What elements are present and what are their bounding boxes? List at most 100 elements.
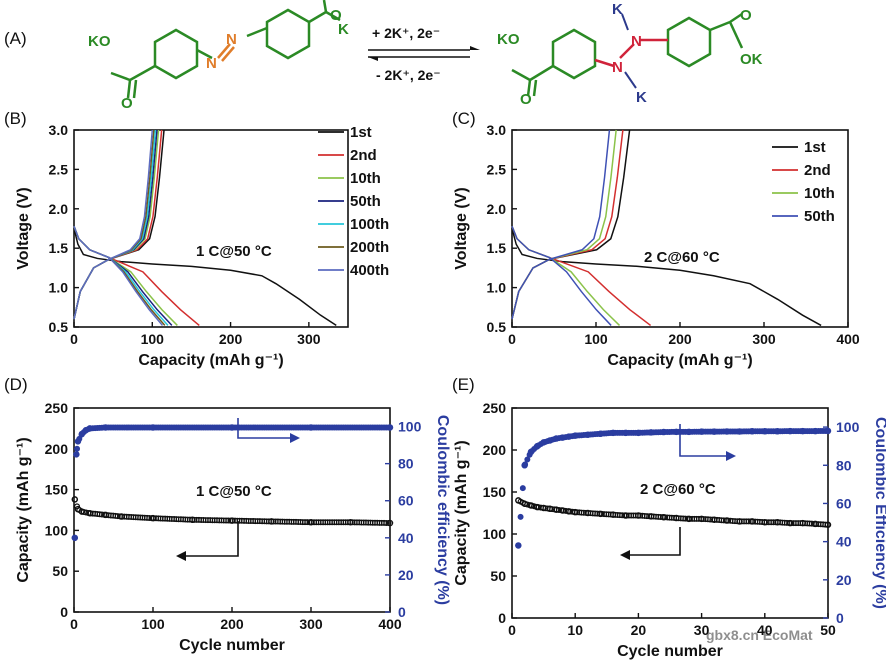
y-tick-label-d: 50 [52, 563, 68, 579]
y-tick-label-e: 50 [490, 568, 506, 584]
legend-label-c: 2nd [804, 162, 831, 179]
chart-b: 0 100 200 300 0.5 1.0 1.5 2.0 2.5 3.0 Capacity (mA… [15, 122, 389, 369]
left-bond-4 [132, 79, 138, 99]
x-tick-label-c: 0 [508, 331, 516, 347]
legend-label-c: 50th [804, 208, 835, 225]
left-molecule [110, 0, 341, 99]
hydrazo-n-2: N [631, 33, 642, 50]
legend-label-b: 1st [350, 124, 372, 141]
x-axis-title-c: Capacity (mAh g⁻¹) [607, 352, 752, 369]
discharge-curve-b [73, 225, 164, 326]
y-tick-label-b: 2.5 [49, 161, 69, 177]
annotation-e: 2 C@60 °C [640, 481, 716, 498]
x-tick-label-c: 300 [752, 331, 776, 347]
y-tick-label-e: 100 [483, 526, 507, 542]
x-tick-label-e: 20 [631, 622, 647, 638]
k-bonds [621, 13, 637, 89]
y-tick-label-b: 1.0 [49, 280, 69, 296]
y-tick-label-c: 0.5 [487, 319, 507, 335]
plot-frame-d [73, 407, 391, 613]
y-tick-label-d: 0 [60, 604, 68, 620]
efficiency-arrowhead-d [290, 433, 300, 443]
x-tick-label-b: 300 [297, 331, 321, 347]
efficiency-marker-d [71, 534, 78, 541]
x-tick-label-c: 100 [584, 331, 608, 347]
discharge-curve-c [511, 228, 822, 327]
y2-tick-label-d: 20 [398, 567, 414, 583]
right-bond-3 [526, 79, 532, 97]
left-o-top-label: O [330, 7, 342, 24]
right-ring-1 [551, 28, 597, 80]
right-bond-7 [729, 12, 743, 24]
x-tick-label-e: 50 [820, 622, 836, 638]
x-axis-title-b: Capacity (mAh g⁻¹) [138, 352, 283, 369]
efficiency-marker-e [524, 456, 531, 463]
panel-a: (A) KO O N N K O + 2K⁺, 2e⁻ [4, 0, 763, 112]
legend-label-c: 1st [804, 139, 826, 156]
left-bond-9 [322, 0, 328, 13]
left-bond-3 [126, 79, 132, 99]
y-tick-label-c: 2.0 [487, 201, 507, 217]
discharge-curve-c [511, 225, 652, 327]
x-axis-title-d: Cycle number [179, 637, 285, 654]
y-tick-label-d: 250 [45, 400, 69, 416]
x-tick-label-c: 400 [836, 331, 860, 347]
left-bond-1 [129, 64, 156, 82]
y2-tick-label-d: 60 [398, 493, 414, 509]
forward-arrowhead [470, 46, 480, 50]
efficiency-marker-d [74, 445, 81, 452]
legend-label-b: 50th [350, 193, 381, 210]
y-tick-label-d: 150 [45, 482, 69, 498]
x-tick-label-c: 200 [668, 331, 692, 347]
y-tick-label-d: 100 [45, 522, 69, 538]
azo-n-left: N [206, 55, 217, 72]
x-tick-label-b: 0 [70, 331, 78, 347]
right-bond-2 [511, 68, 531, 82]
hydrazo-bond-2 [619, 43, 635, 59]
legend-label-b: 2nd [350, 147, 377, 164]
y-tick-label-b: 0.5 [49, 319, 69, 335]
y-tick-label-c: 1.0 [487, 280, 507, 296]
charge-curve-c [511, 129, 611, 320]
annotation-c: 2 C@60 °C [644, 249, 720, 266]
x-tick-label-d: 0 [70, 616, 78, 632]
capacity-marker-e [824, 521, 831, 528]
y2-tick-label-e: 100 [836, 419, 860, 435]
discharge-curve-b [73, 228, 337, 327]
efficiency-point-d [73, 451, 80, 458]
forward-label: + 2K⁺, 2e⁻ [372, 25, 440, 41]
left-bond-7 [308, 10, 327, 24]
left-bond-5 [196, 48, 213, 60]
k-bond-top [621, 13, 629, 31]
efficiency-marker-e [515, 542, 522, 549]
efficiency-marker-e [519, 485, 526, 492]
efficiency-marker-d [385, 424, 392, 431]
panel-e-label: (E) [452, 375, 475, 394]
legend-label-b: 200th [350, 239, 389, 256]
y-tick-label-d: 200 [45, 441, 69, 457]
y2-tick-label-d: 80 [398, 456, 414, 472]
y2-axis-title-d: Coulombic efficiency (%) [434, 415, 451, 605]
panel-a-label: (A) [4, 29, 27, 48]
y2-axis-title-e: Coulombic Efficiency (%) [872, 417, 886, 609]
left-ring-1 [153, 28, 199, 80]
y-axis-title-e: Capacity (mAh g⁻¹) [453, 440, 470, 585]
panel-c-label: (C) [452, 109, 476, 128]
capacity-axis-arrow-d [186, 521, 239, 557]
chart-c: 0 100 200 300 400 0.5 1.0 1.5 2.0 2.5 3.0 Capacity … [453, 122, 860, 369]
capacity-marker-d [385, 520, 392, 527]
discharge-curve-b [73, 225, 169, 326]
right-bond-6 [728, 21, 744, 49]
reverse-label: - 2K⁺, 2e⁻ [376, 67, 441, 83]
x-tick-label-e: 30 [694, 622, 710, 638]
discharge-curve-c [511, 225, 612, 326]
y-axis-title-b: Voltage (V) [15, 187, 32, 269]
x-tick-label-e: 0 [508, 622, 516, 638]
right-bond-4 [532, 79, 538, 97]
x-tick-label-b: 100 [141, 331, 165, 347]
azo-line-1 [217, 43, 231, 59]
left-ring-2 [265, 8, 311, 60]
